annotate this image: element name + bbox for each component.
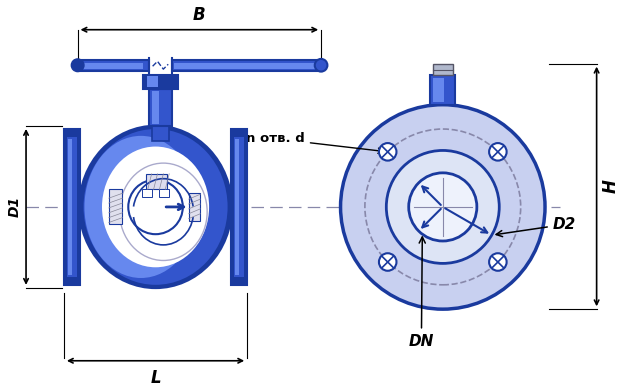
Bar (79, 63, 143, 69)
Bar (159, 189, 169, 197)
Bar (78, 60, 149, 71)
Bar (234, 137, 244, 277)
Bar (109, 189, 122, 224)
Bar (142, 189, 152, 197)
Circle shape (489, 143, 507, 161)
Ellipse shape (102, 147, 209, 267)
Bar (236, 139, 239, 275)
Ellipse shape (84, 136, 198, 278)
Bar (174, 63, 315, 69)
Text: D2: D2 (496, 217, 576, 237)
Bar (143, 75, 178, 89)
Circle shape (341, 105, 545, 309)
Bar (189, 193, 201, 221)
Circle shape (386, 151, 499, 264)
Ellipse shape (79, 126, 231, 288)
Circle shape (409, 173, 477, 241)
Ellipse shape (112, 186, 150, 238)
Bar (172, 60, 321, 71)
Text: n отв. d: n отв. d (246, 132, 383, 153)
Circle shape (379, 253, 396, 271)
Text: DN: DN (409, 237, 434, 348)
Bar (152, 91, 159, 124)
Bar (231, 129, 247, 285)
Circle shape (489, 253, 507, 271)
Bar (146, 174, 168, 189)
Bar (64, 129, 79, 285)
Circle shape (128, 179, 182, 234)
Text: L: L (150, 369, 161, 387)
Bar (147, 77, 159, 87)
Circle shape (315, 59, 328, 72)
Bar (433, 79, 444, 102)
Bar (67, 137, 77, 277)
Circle shape (379, 143, 396, 161)
Bar (149, 89, 172, 126)
Ellipse shape (84, 129, 228, 285)
Text: D1: D1 (8, 196, 22, 217)
Bar (433, 64, 452, 75)
Text: B: B (193, 6, 206, 24)
Bar (430, 75, 456, 105)
Circle shape (71, 59, 84, 72)
Bar (152, 126, 169, 141)
Text: H: H (601, 179, 619, 194)
Bar (68, 139, 72, 275)
